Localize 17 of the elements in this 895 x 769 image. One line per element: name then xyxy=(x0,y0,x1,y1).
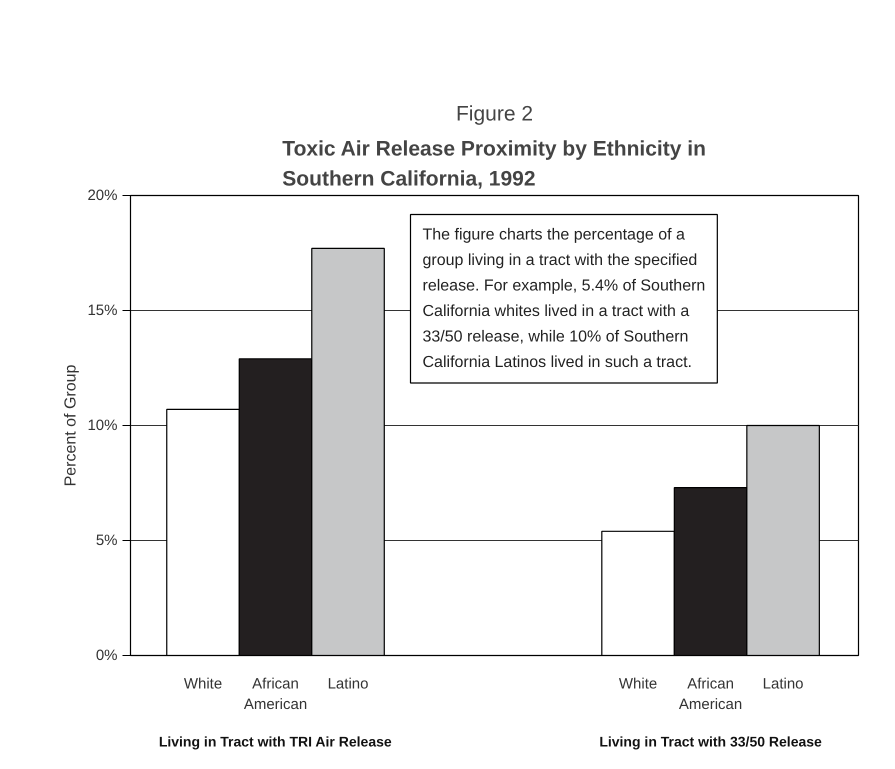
y-tick-label: 15% xyxy=(87,302,118,319)
text: African American xyxy=(678,676,742,713)
series-label: Latino xyxy=(328,676,368,692)
y-tick-label: 20% xyxy=(87,187,118,204)
series-label: White xyxy=(184,676,222,692)
x-tick-label: Living in Tract with TRI Air Release xyxy=(158,734,392,750)
text: White xyxy=(618,676,658,692)
chart-title: Figure 2 xyxy=(456,102,534,126)
y-tick-label: 0% xyxy=(96,647,118,664)
x-tick-label: Living in Tract with 33/50 Release xyxy=(599,734,822,750)
text: Latino xyxy=(762,676,804,692)
y-axis-title: Percent of Group xyxy=(62,364,80,486)
y-tick-label: 10% xyxy=(87,417,118,434)
chart-subtitle: Toxic Air Release Proximity by Ethnicity in Southern California, 1992 xyxy=(282,138,706,190)
annotation: The figure charts the percentage of a group living in a tract with the specified release. For example, 5.4% of Southern California whites lived in a tract with a 33/50 release, while 10% of Southern California Latinos lived in such a tract. xyxy=(422,226,706,371)
series-label: African American xyxy=(244,676,308,713)
y-tick-label: 5% xyxy=(96,532,118,549)
